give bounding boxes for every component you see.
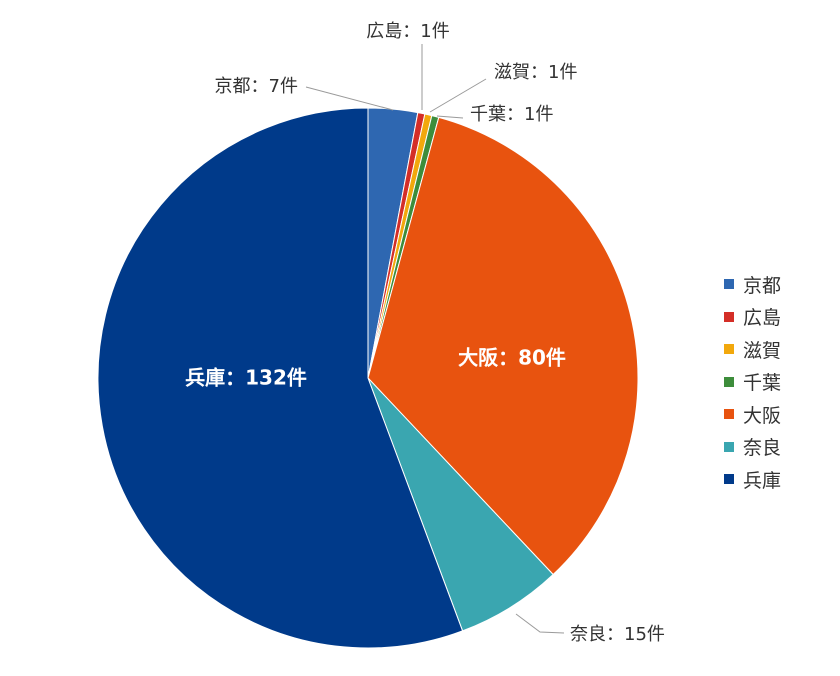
legend-label: 滋賀 xyxy=(743,339,782,362)
legend-item-nara: 奈良 xyxy=(724,431,781,464)
leader-line-0 xyxy=(305,86,394,111)
legend-swatch xyxy=(724,344,734,355)
legend-label: 広島 xyxy=(743,307,782,330)
legend-item-kyoto: 京都 xyxy=(724,268,781,301)
data-label-3: 千葉：1件 xyxy=(470,104,553,125)
legend-swatch xyxy=(724,376,734,387)
legend-item-shiga: 滋賀 xyxy=(724,333,781,366)
legend-swatch xyxy=(724,409,734,420)
data-label-6: 兵庫：132件 xyxy=(185,366,307,390)
leader-line-3 xyxy=(436,115,464,119)
legend-item-hyogo: 兵庫 xyxy=(724,463,781,496)
legend-item-hiroshima: 広島 xyxy=(724,301,781,334)
pie-slice-6 xyxy=(97,107,464,649)
leader-line-5 xyxy=(515,613,565,634)
legend-swatch xyxy=(724,474,734,485)
legend: 京都 広島 滋賀 千葉 大阪 奈良 兵庫 xyxy=(724,268,781,496)
data-label-2: 滋賀：1件 xyxy=(494,62,577,83)
legend-label: 千葉 xyxy=(743,372,782,395)
data-label-4: 大阪：80件 xyxy=(458,346,566,370)
leader-line-2 xyxy=(429,78,487,113)
legend-swatch xyxy=(724,441,734,452)
legend-label: 奈良 xyxy=(743,437,782,460)
data-label-5: 奈良：15件 xyxy=(570,624,665,645)
legend-label: 兵庫 xyxy=(743,469,782,492)
legend-swatch xyxy=(724,279,734,290)
data-label-1: 広島：1件 xyxy=(366,21,449,42)
legend-label: 京都 xyxy=(743,274,782,297)
pie-slice-4 xyxy=(367,116,639,576)
legend-swatch xyxy=(724,311,734,322)
legend-label: 大阪 xyxy=(743,404,782,427)
legend-item-osaka: 大阪 xyxy=(724,398,781,431)
data-label-0: 京都：7件 xyxy=(215,76,298,97)
legend-item-chiba: 千葉 xyxy=(724,366,781,399)
